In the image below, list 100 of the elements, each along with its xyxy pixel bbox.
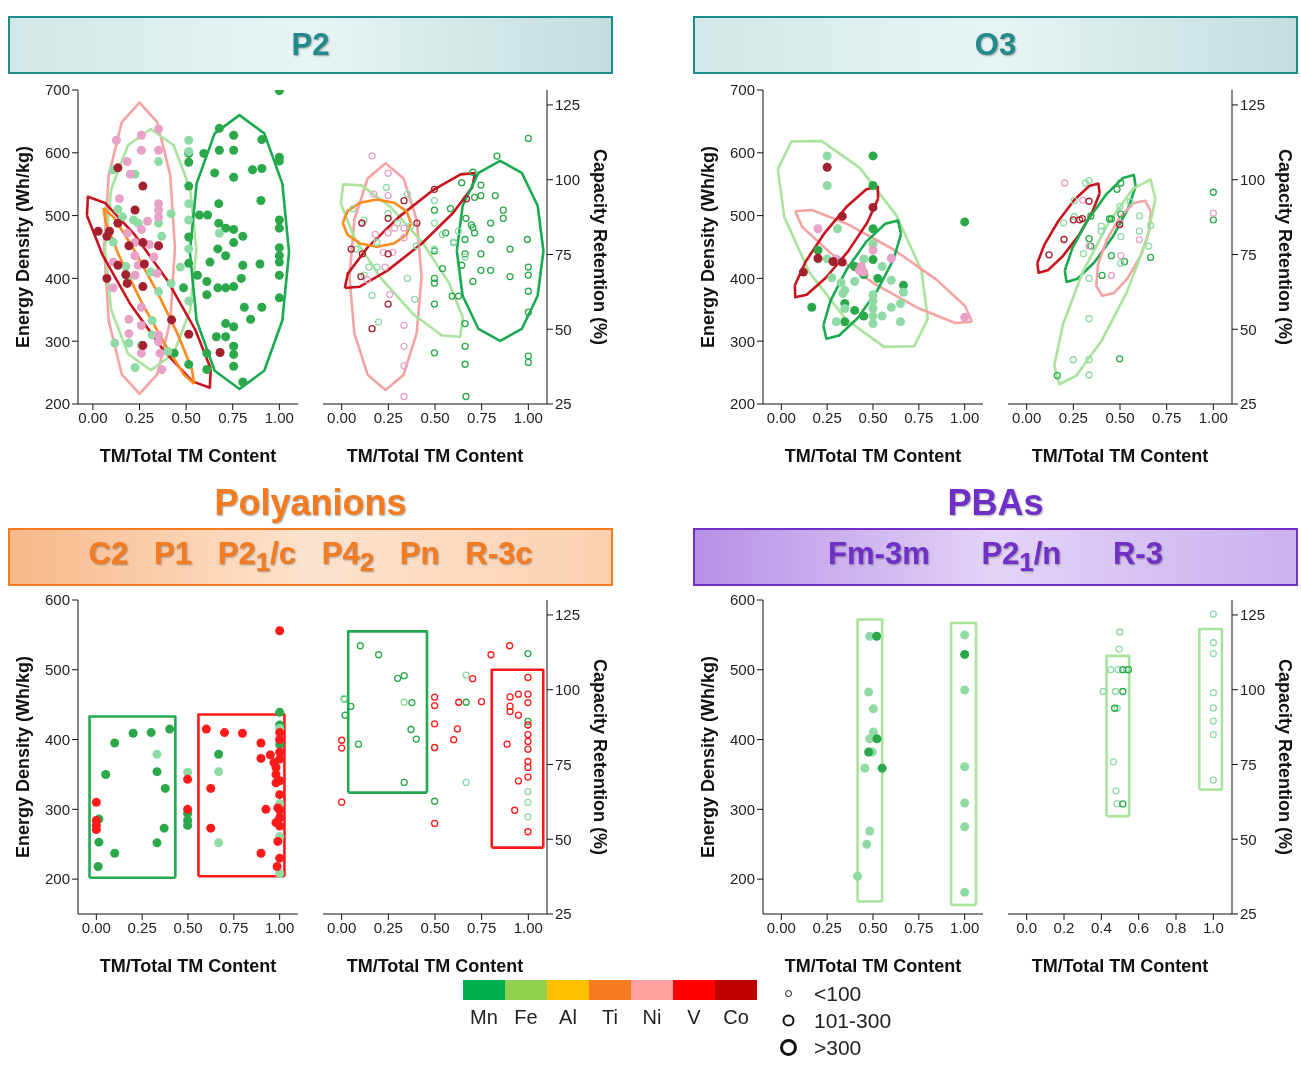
x-tick-label: 1.00 — [950, 408, 980, 426]
y-tick-label: 300 — [44, 800, 70, 818]
y2-tick-label: 75 — [555, 755, 572, 773]
x-tick-label: 0.00 — [78, 408, 108, 426]
x-tick-label: 0.00 — [327, 408, 357, 426]
y2-tick-label: 50 — [555, 830, 572, 848]
x-tick-label: 0.50 — [420, 408, 450, 426]
y-tick-label: 600 — [44, 144, 70, 162]
y2-tick-label: 75 — [1240, 245, 1257, 263]
y-tick-label: 600 — [729, 591, 755, 609]
y-tick-label: 200 — [44, 870, 70, 888]
x-tick-label: 0.0 — [1016, 918, 1038, 936]
y-tick-label: 700 — [44, 81, 70, 99]
x-tick-label: 0.75 — [904, 408, 934, 426]
x-tick-label: 0.8 — [1165, 918, 1187, 936]
chart-title: P2 — [291, 27, 330, 63]
y2-tick-label: 125 — [555, 96, 581, 114]
category-label: Ni — [641, 1006, 663, 1029]
y-tick-label: 500 — [44, 206, 70, 224]
x-tick-label: 0.25 — [812, 408, 842, 426]
x-tick-label: 0.75 — [218, 408, 248, 426]
y2-tick-label: 25 — [555, 905, 572, 923]
y-tick-label: 700 — [729, 81, 755, 99]
x-tick-label: 1.00 — [950, 918, 980, 936]
x-axis-title: TM/Total TM Content — [784, 446, 962, 466]
x-axis-title: TM/Total TM Content — [1031, 956, 1209, 976]
category-label: Ti — [601, 1006, 619, 1029]
y2-tick-label: 50 — [1240, 320, 1257, 338]
x-axis-title: TM/Total TM Content — [346, 446, 524, 466]
y2-axis-title: Capacity Retention (%) — [590, 148, 611, 346]
category-label: Al — [558, 1006, 578, 1029]
y-axis-title: Energy Density (Wh/kg) — [697, 145, 718, 349]
y2-tick-label: 50 — [1240, 830, 1257, 848]
x-tick-label: 0.75 — [467, 918, 497, 936]
y-axis-title: Energy Density (Wh/kg) — [12, 145, 33, 349]
x-tick-label: 0.00 — [766, 918, 796, 936]
x-tick-label: 0.2 — [1053, 918, 1075, 936]
y2-tick-label: 25 — [1240, 395, 1257, 413]
x-axis-title: TM/Total TM Content — [99, 446, 277, 466]
x-tick-label: 1.0 — [1202, 918, 1224, 936]
y-tick-label: 400 — [44, 269, 70, 287]
y2-tick-label: 50 — [555, 320, 572, 338]
x-axis-title: TM/Total TM Content — [784, 956, 962, 976]
x-tick-label: 0.00 — [766, 408, 796, 426]
chart-subtitle: Fm-3m P2$_{1}$/n R-3 — [828, 536, 1163, 578]
y-tick-label: 400 — [729, 730, 755, 748]
chart-title: PBAs — [946, 481, 1045, 525]
y2-tick-label: 75 — [1240, 755, 1257, 773]
x-tick-label: 0.25 — [373, 408, 403, 426]
category-label: V — [686, 1006, 702, 1029]
category-label: Mn — [469, 1006, 499, 1029]
chart-title: O3 — [974, 27, 1017, 63]
x-tick-label: 0.50 — [858, 408, 888, 426]
text: 101-300 — [814, 1008, 892, 1033]
y2-tick-label: 75 — [555, 245, 572, 263]
category-label: Fe — [513, 1006, 539, 1029]
x-tick-label: 0.75 — [1152, 408, 1182, 426]
x-tick-label: 0.00 — [327, 918, 357, 936]
x-tick-label: 0.25 — [124, 408, 155, 426]
y-axis-title: Energy Density (Wh/kg) — [12, 655, 33, 859]
y2-tick-label: 100 — [555, 171, 581, 189]
category-label: Co — [722, 1006, 750, 1029]
x-tick-label: 0.00 — [1012, 408, 1042, 426]
y-tick-label: 600 — [729, 144, 755, 162]
y-tick-label: 500 — [729, 661, 755, 679]
y-tick-label: 200 — [44, 395, 70, 413]
x-tick-label: 1.00 — [1198, 408, 1228, 426]
x-tick-label: 0.50 — [858, 918, 888, 936]
y2-tick-label: 100 — [1240, 681, 1266, 699]
x-tick-label: 0.25 — [373, 918, 403, 936]
y-tick-label: 400 — [44, 730, 70, 748]
y2-axis-title: Capacity Retention (%) — [1275, 658, 1296, 856]
x-tick-label: 1.00 — [264, 408, 294, 426]
y2-tick-label: 25 — [1240, 905, 1257, 923]
y-tick-label: 400 — [729, 269, 755, 287]
x-tick-label: 0.50 — [420, 918, 450, 936]
x-tick-label: 0.00 — [81, 918, 111, 936]
text: >300 — [814, 1035, 862, 1060]
x-tick-label: 0.6 — [1128, 918, 1150, 936]
x-tick-label: 1.00 — [513, 918, 543, 936]
x-tick-label: 0.25 — [1058, 408, 1088, 426]
y-tick-label: 500 — [44, 661, 70, 679]
x-tick-label: 0.25 — [812, 918, 842, 936]
x-axis-title: TM/Total TM Content — [1031, 446, 1209, 466]
y2-axis-title: Capacity Retention (%) — [1275, 148, 1296, 346]
text: <100 — [814, 981, 862, 1006]
y2-tick-label: 125 — [1240, 96, 1266, 114]
x-axis-title: TM/Total TM Content — [99, 956, 277, 976]
chart-subtitle: C2 P1 P2$_{1}$/c P4$_{2}$ Pn R-3c — [88, 536, 533, 578]
x-tick-label: 0.75 — [219, 918, 249, 936]
y-tick-label: 300 — [729, 800, 755, 818]
y-axis-title: Energy Density (Wh/kg) — [697, 655, 718, 859]
x-tick-label: 0.4 — [1090, 918, 1112, 936]
y-tick-label: 200 — [729, 870, 755, 888]
y2-tick-label: 125 — [1240, 606, 1266, 624]
x-tick-label: 0.50 — [171, 408, 201, 426]
y2-tick-label: 100 — [555, 681, 581, 699]
x-tick-label: 0.25 — [127, 918, 157, 936]
x-tick-label: 0.50 — [173, 918, 203, 936]
x-tick-label: 1.00 — [265, 918, 295, 936]
